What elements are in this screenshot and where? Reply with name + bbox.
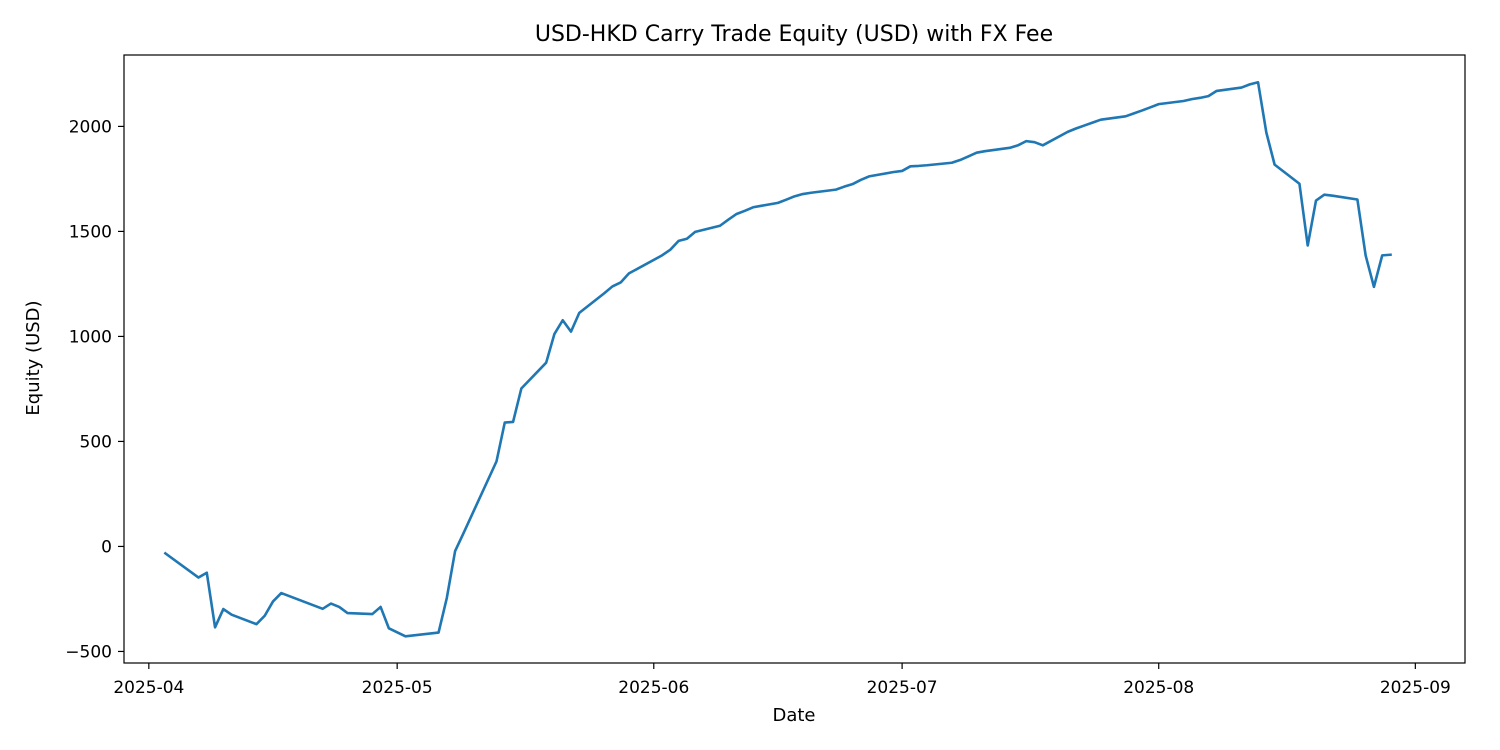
chart-title: USD-HKD Carry Trade Equity (USD) with FX…: [535, 22, 1053, 47]
series-layer: [163, 81, 1392, 638]
x-tick-label: 2025-07: [867, 678, 938, 698]
y-tick-label: 500: [80, 432, 112, 452]
x-axis-label: Date: [772, 705, 815, 726]
y-axis-label: Equity (USD): [23, 300, 44, 415]
y-tick-label: −500: [65, 642, 112, 662]
x-tick-label: 2025-08: [1123, 678, 1194, 698]
x-tick-label: 2025-09: [1380, 678, 1451, 698]
x-tick-label: 2025-06: [618, 678, 689, 698]
ticks-layer: 2025-04 2025-05 2025-06 2025-07 2025-08 2025-…: [65, 117, 1451, 698]
plot-frame: [123, 54, 1466, 664]
y-tick-label: 2000: [69, 117, 112, 137]
y-tick-label: 1000: [69, 327, 112, 347]
series-line-0: [163, 81, 1392, 638]
y-tick-label: 1500: [69, 222, 112, 242]
y-tick-label: 0: [101, 537, 112, 557]
x-tick-label: 2025-05: [362, 678, 433, 698]
x-tick-label: 2025-04: [113, 678, 184, 698]
